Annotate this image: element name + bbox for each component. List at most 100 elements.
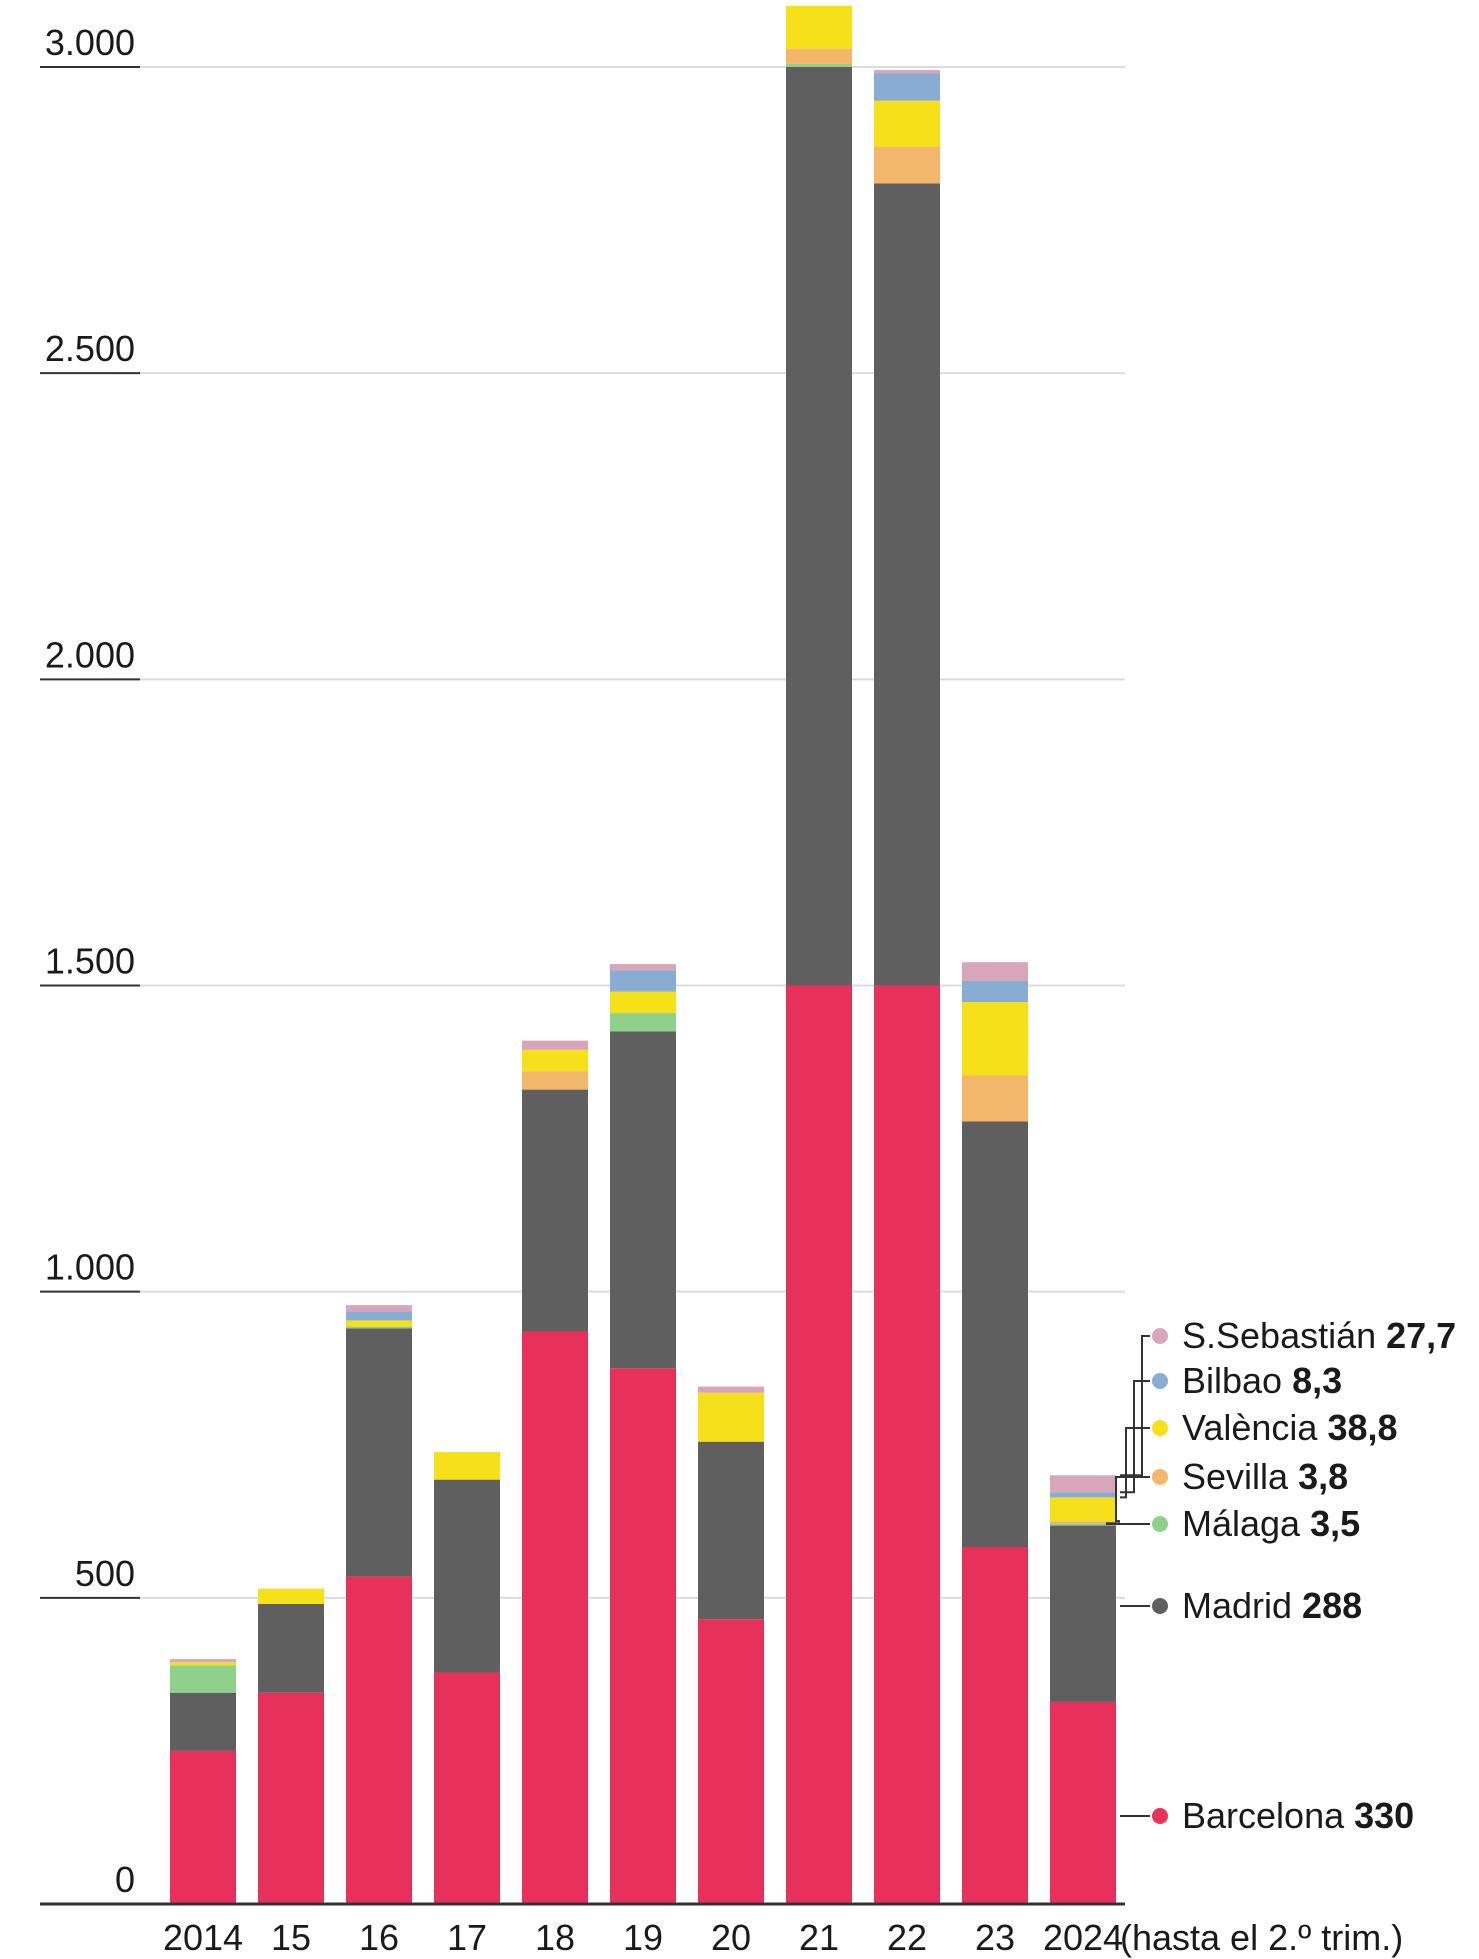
bar-segment bbox=[258, 1603, 324, 1693]
bar-segment bbox=[258, 1588, 324, 1604]
legend-swatch bbox=[1152, 1808, 1168, 1824]
x-tick-label: 17 bbox=[447, 1917, 487, 1958]
bar-segment bbox=[698, 1386, 764, 1393]
legend-series-name: València bbox=[1182, 1407, 1327, 1448]
bar-segment bbox=[786, 48, 852, 64]
bar-segment bbox=[434, 1672, 500, 1904]
legend-swatch bbox=[1152, 1598, 1168, 1614]
bar-segment bbox=[1050, 1492, 1116, 1498]
legend-series-name: S.Sebastián bbox=[1182, 1315, 1386, 1356]
bar-segment bbox=[1050, 1525, 1116, 1702]
bar-segment bbox=[698, 1619, 764, 1904]
legend-series-value: 27,7 bbox=[1386, 1315, 1456, 1356]
bar-segment bbox=[522, 1089, 588, 1332]
x-tick-label: 18 bbox=[535, 1917, 575, 1958]
x-tick-label: 15 bbox=[271, 1917, 311, 1958]
bar-segment bbox=[1050, 1475, 1116, 1493]
bar-segment bbox=[874, 70, 940, 74]
y-axis-ticks: 0 500 1.000 1.500 2.000 2.500 3.000 bbox=[40, 22, 140, 1905]
bar-segment bbox=[522, 1331, 588, 1904]
legend-entry: S.Sebastián 27,7 bbox=[1182, 1315, 1456, 1356]
bar-segment bbox=[1050, 1701, 1116, 1904]
bar-segment bbox=[786, 985, 852, 1904]
bar-segment bbox=[346, 1576, 412, 1904]
bar-segment bbox=[1050, 1497, 1116, 1522]
bar-segment bbox=[1050, 1521, 1116, 1524]
bar-segment bbox=[170, 1692, 236, 1751]
bar-segment bbox=[698, 1392, 764, 1442]
legend-series-name: Madrid bbox=[1182, 1585, 1302, 1626]
legend-series-value: 8,3 bbox=[1292, 1360, 1342, 1401]
legend-leader-line bbox=[1120, 1335, 1150, 1477]
legend-leader-line bbox=[1106, 1522, 1150, 1525]
x-tick-label: 22 bbox=[887, 1917, 927, 1958]
legend-series-value: 330 bbox=[1354, 1795, 1414, 1836]
legend-swatch bbox=[1152, 1516, 1168, 1532]
bar-segment bbox=[962, 980, 1028, 1003]
bar-segment bbox=[962, 1002, 1028, 1076]
legend-series-name: Barcelona bbox=[1182, 1795, 1354, 1836]
x-tick-label: 2024 bbox=[1043, 1917, 1123, 1958]
bar-segment bbox=[962, 962, 1028, 981]
bar-segment bbox=[258, 1692, 324, 1904]
bar-segment bbox=[610, 1368, 676, 1904]
bar-segment bbox=[1050, 1523, 1116, 1526]
bar-segment bbox=[786, 5, 852, 49]
x-tick-label: 20 bbox=[711, 1917, 751, 1958]
x-tick-label: 16 bbox=[359, 1917, 399, 1958]
bar-segment bbox=[522, 1049, 588, 1072]
bar-segment bbox=[874, 100, 940, 147]
bar-segment bbox=[962, 1121, 1028, 1548]
bar-segment bbox=[874, 73, 940, 101]
legend-series-name: Sevilla bbox=[1182, 1456, 1298, 1497]
legend-entry: Sevilla 3,8 bbox=[1182, 1456, 1348, 1497]
x-tick-label: 19 bbox=[623, 1917, 663, 1958]
bar-segment bbox=[610, 964, 676, 971]
x-axis-ticks: 2014 15 16 17 18 19 20 21 22 23 2024(hasta el 2.º … bbox=[163, 1917, 1403, 1958]
bar-segment bbox=[610, 991, 676, 1014]
bar-segment bbox=[786, 63, 852, 67]
bar-segment bbox=[170, 1659, 236, 1663]
bar-segment bbox=[346, 1311, 412, 1321]
legend-series-value: 38,8 bbox=[1327, 1407, 1397, 1448]
bar-segment bbox=[170, 1750, 236, 1904]
bar-segment bbox=[346, 1305, 412, 1312]
bar-segment bbox=[522, 1071, 588, 1090]
bar-segment bbox=[522, 1040, 588, 1050]
legend: Barcelona 330 Madrid 288 Málaga 3,5 Sevilla… bbox=[1106, 1315, 1456, 1836]
legend-swatch bbox=[1152, 1420, 1168, 1436]
bar-segment bbox=[874, 183, 940, 986]
bar-segment bbox=[346, 1326, 412, 1329]
bar-segment bbox=[610, 1013, 676, 1032]
y-tick-label: 3.000 bbox=[45, 22, 135, 63]
legend-entry: Madrid 288 bbox=[1182, 1585, 1362, 1626]
x-axis-note: (hasta el 2.º trim.) bbox=[1120, 1917, 1403, 1958]
y-tick-label: 2.500 bbox=[45, 328, 135, 369]
bar-segment bbox=[962, 1547, 1028, 1904]
legend-series-value: 3,5 bbox=[1310, 1503, 1360, 1544]
legend-swatch bbox=[1152, 1469, 1168, 1485]
y-tick-label: 0 bbox=[115, 1859, 135, 1900]
legend-entry: Bilbao 8,3 bbox=[1182, 1360, 1342, 1401]
bar-segment bbox=[610, 1031, 676, 1369]
bar-segment bbox=[874, 985, 940, 1904]
bar-segment bbox=[170, 1665, 236, 1693]
x-tick-label: 23 bbox=[975, 1917, 1015, 1958]
bar-segment bbox=[170, 1662, 236, 1666]
bar-segment bbox=[874, 146, 940, 184]
bar-segment bbox=[698, 1441, 764, 1620]
legend-entry: Barcelona 330 bbox=[1182, 1795, 1414, 1836]
x-tick-label: 2014 bbox=[163, 1917, 243, 1958]
bar-segment bbox=[346, 1328, 412, 1577]
legend-series-value: 3,8 bbox=[1298, 1456, 1348, 1497]
x-tick-label: 21 bbox=[799, 1917, 839, 1958]
legend-series-value: 288 bbox=[1302, 1585, 1362, 1626]
legend-swatch bbox=[1152, 1373, 1168, 1389]
bar-segment bbox=[962, 1075, 1028, 1122]
bar-segment bbox=[434, 1479, 500, 1673]
legend-swatch bbox=[1152, 1328, 1168, 1344]
bar-segment bbox=[786, 67, 852, 986]
y-tick-label: 500 bbox=[75, 1553, 135, 1594]
bars bbox=[170, 5, 1116, 1904]
